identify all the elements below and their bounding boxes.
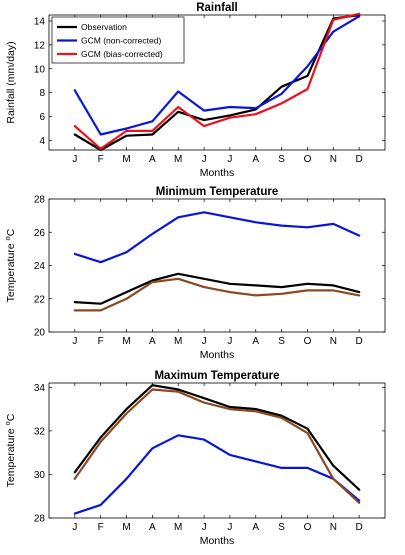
x-tick-label: M: [174, 522, 182, 533]
legend-label: Observation: [81, 22, 127, 32]
x-axis-label: Months: [200, 535, 234, 547]
x-tick-label: A: [252, 336, 259, 347]
x-axis-label: Months: [200, 349, 234, 361]
y-tick-label: 34: [34, 383, 46, 394]
y-tick-label: 28: [34, 514, 46, 525]
y-tick-label: 24: [34, 261, 46, 272]
x-tick-label: D: [356, 522, 363, 533]
series-line-2: [73, 15, 361, 136]
x-tick-label: A: [252, 154, 259, 165]
plot-area: [48, 198, 386, 333]
x-tick-label: N: [330, 522, 337, 533]
y-tick-label: 4: [39, 136, 45, 147]
series-line-2: [73, 211, 361, 264]
x-tick-label: J: [202, 154, 207, 165]
series-line-1: [73, 384, 361, 491]
series-line-2: [73, 434, 361, 515]
x-tick-label: M: [174, 154, 182, 165]
y-axis-label: Temperature oC: [3, 413, 17, 487]
x-tick-label: J: [202, 336, 207, 347]
x-tick-label: A: [252, 522, 259, 533]
legend: Observation GCM (non-corrected) GCM (bias-…: [51, 16, 185, 64]
y-tick-label: 12: [34, 40, 46, 51]
x-tick-label: N: [330, 336, 337, 347]
chart-title: Maximum Temperature: [154, 370, 279, 382]
x-tick-label: S: [278, 522, 285, 533]
y-axis-label: Rainfall (mm/day): [5, 41, 17, 123]
y-tick-label: 30: [34, 470, 46, 481]
x-tick-label: J: [227, 522, 232, 533]
x-tick-label: O: [304, 522, 312, 533]
chart-panel-2: J F M A M J J A S O N D 20 22 24 26 28 Minimum Temperatur…: [3, 186, 386, 361]
x-tick-label: J: [72, 154, 77, 165]
chart-panel-3: J F M A M J J A S O N D 28 30 32 34 Maximum Temperature M…: [3, 370, 386, 547]
y-axis-unit-letter: C: [5, 228, 17, 236]
chart-panel-1: J F M A M J J A S O N D 4 6 8 10 12 14 Rainfall Months Rainf…: [5, 2, 386, 179]
y-tick-label: 20: [34, 328, 46, 339]
x-tick-label: M: [122, 336, 130, 347]
legend-label: GCM (bias-corrected): [81, 49, 163, 59]
x-tick-label: J: [72, 522, 77, 533]
x-tick-label: S: [278, 336, 285, 347]
x-tick-label: J: [72, 336, 77, 347]
series-line-3: [73, 12, 361, 150]
x-tick-label: J: [202, 522, 207, 533]
y-tick-label: 10: [34, 64, 46, 75]
series-line-3: [73, 388, 361, 504]
y-axis-unit-letter: C: [5, 413, 17, 421]
x-tick-label: J: [227, 336, 232, 347]
y-tick-label: 8: [39, 88, 45, 99]
x-tick-label: A: [149, 336, 156, 347]
x-tick-label: F: [98, 336, 104, 347]
chart-title: Minimum Temperature: [156, 186, 278, 198]
x-tick-label: M: [122, 154, 130, 165]
x-tick-label: D: [356, 336, 363, 347]
y-axis-unit-degree: o: [3, 421, 12, 425]
x-tick-label: F: [98, 154, 104, 165]
y-axis-unit-degree: o: [3, 236, 12, 240]
x-tick-label: N: [330, 154, 337, 165]
x-axis-label: Months: [200, 167, 234, 179]
y-axis-label: Temperature oC: [3, 228, 17, 302]
x-tick-label: O: [304, 336, 312, 347]
y-tick-label: 6: [39, 112, 45, 123]
x-tick-label: D: [356, 154, 363, 165]
y-tick-label: 14: [34, 16, 46, 27]
series-line-1: [73, 272, 361, 305]
x-tick-label: O: [304, 154, 312, 165]
x-tick-label: F: [98, 522, 104, 533]
y-tick-label: 28: [34, 195, 46, 206]
x-tick-label: M: [122, 522, 130, 533]
x-tick-label: A: [149, 522, 156, 533]
chart-title: Rainfall: [196, 2, 238, 14]
y-tick-label: 26: [34, 228, 46, 239]
y-tick-label: 22: [34, 294, 46, 305]
y-tick-label: 32: [34, 426, 46, 437]
x-tick-label: J: [227, 154, 232, 165]
series-line-1: [73, 13, 361, 152]
legend-label: GCM (non-corrected): [81, 36, 161, 46]
x-tick-label: M: [174, 336, 182, 347]
x-tick-label: A: [149, 154, 156, 165]
series-line-3: [73, 277, 361, 312]
x-tick-label: S: [278, 154, 285, 165]
